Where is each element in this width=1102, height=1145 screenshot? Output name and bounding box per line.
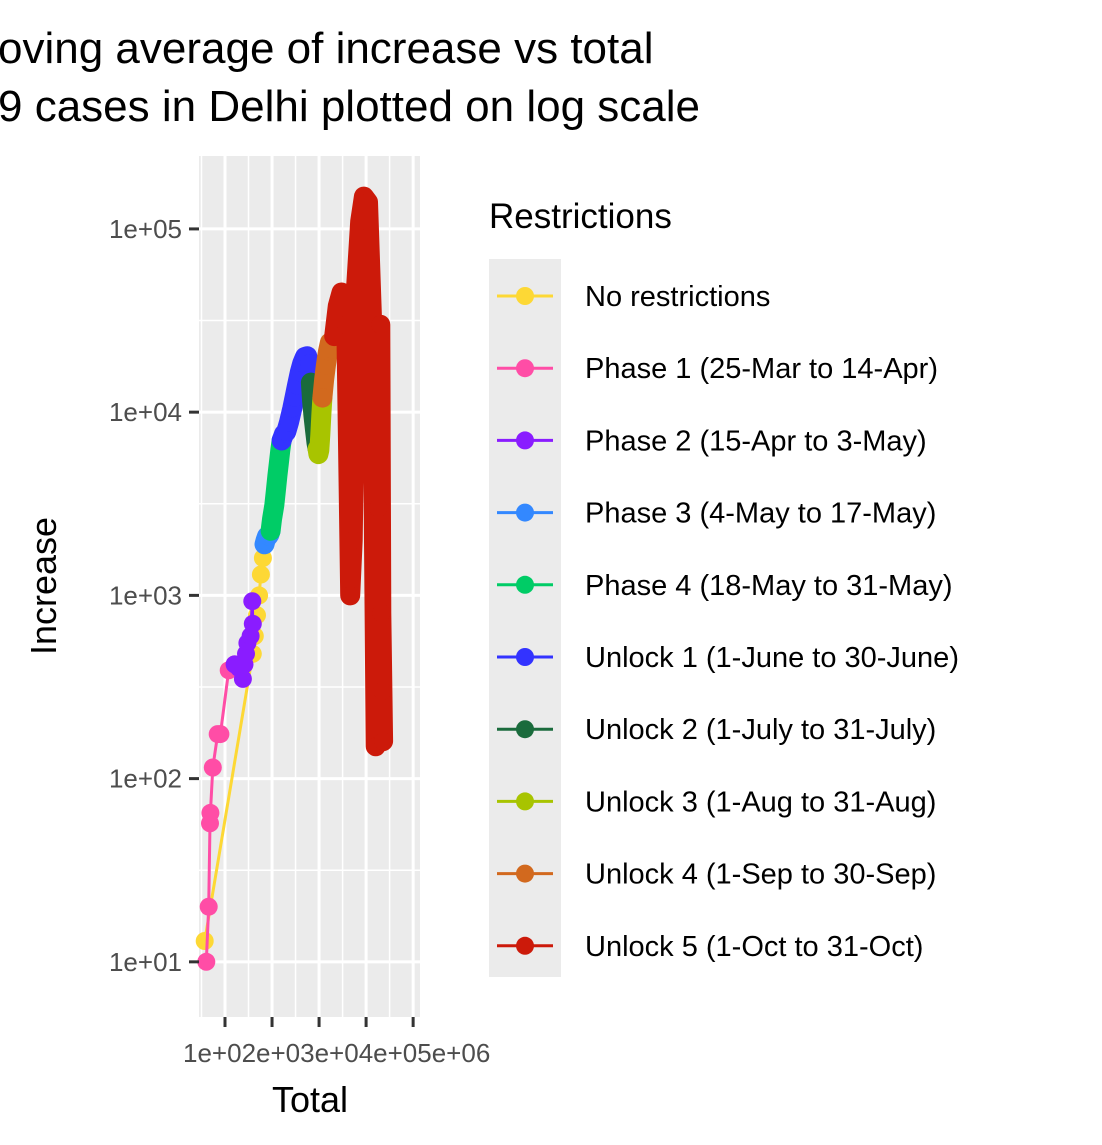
- data-point: [372, 604, 391, 623]
- data-point: [280, 413, 298, 432]
- data-point: [325, 327, 344, 346]
- series-9: [324, 186, 394, 757]
- x-axis-title: Total: [272, 1079, 348, 1120]
- data-point: [310, 441, 329, 460]
- legend-item: Phase 1 (25-Mar to 14-Apr): [497, 353, 938, 385]
- y-axis-title: Increase: [23, 517, 64, 655]
- data-point: [371, 315, 390, 334]
- data-point: [359, 193, 377, 212]
- data-point: [265, 496, 284, 515]
- data-point: [251, 565, 270, 584]
- data-point: [300, 354, 319, 373]
- legend-key-point: [516, 936, 534, 955]
- series-5: [271, 346, 321, 451]
- data-point: [351, 212, 370, 231]
- legend-label: Unlock 3 (1-Aug to 31-Aug): [585, 786, 936, 818]
- legend: No restrictions Phase 1 (25-Mar to 14-Apr…: [497, 281, 959, 963]
- legend-label: Unlock 5 (1-Oct to 31-Oct): [585, 931, 923, 963]
- data-point: [373, 682, 392, 701]
- data-point: [233, 669, 252, 688]
- series-0: [195, 535, 274, 950]
- legend-key-point: [516, 575, 534, 594]
- y-tick-label: 1e+01: [109, 947, 182, 977]
- series-2: [225, 592, 262, 688]
- data-point: [243, 614, 262, 633]
- legend-label: Phase 4 (18-May to 31-May): [585, 570, 952, 602]
- legend-item: Phase 2 (15-Apr to 3-May): [497, 425, 927, 457]
- legend-label: Unlock 2 (1-July to 31-July): [585, 714, 936, 746]
- legend-key-point: [516, 431, 534, 450]
- legend-item: Unlock 1 (1-June to 30-June): [497, 642, 959, 674]
- y-tick-label: 1e+05: [109, 214, 182, 244]
- y-tick-label: 1e+03: [109, 580, 182, 610]
- legend-key-point: [516, 359, 534, 378]
- data-point: [316, 356, 335, 375]
- data-point: [347, 275, 366, 294]
- data-point: [374, 732, 393, 751]
- legend-label: Unlock 1 (1-June to 30-June): [585, 642, 959, 674]
- legend-item: Phase 4 (18-May to 31-May): [497, 570, 952, 602]
- data-point: [211, 725, 230, 744]
- x-tick-labels: 1e+02e+03e+04e+05e+06: [183, 1038, 490, 1068]
- data-point: [311, 426, 330, 444]
- data-point: [263, 510, 281, 529]
- legend-key-point: [516, 864, 534, 883]
- data-point: [243, 592, 262, 611]
- legend-label: Phase 1 (25-Mar to 14-Apr): [585, 353, 938, 385]
- legend-key-point: [516, 648, 534, 666]
- legend-label: Phase 3 (4-May to 17-May): [585, 498, 936, 530]
- legend-title: Restrictions: [489, 197, 672, 236]
- legend-key-point: [516, 792, 534, 811]
- data-point: [203, 758, 222, 777]
- legend-item: Unlock 3 (1-Aug to 31-Aug): [497, 786, 936, 818]
- data-point: [341, 586, 360, 605]
- legend-item: Unlock 4 (1-Sep to 30-Sep): [497, 859, 936, 891]
- data-point: [195, 932, 214, 950]
- data-point: [337, 315, 356, 334]
- legend-key-point: [516, 503, 534, 522]
- legend-item: Unlock 5 (1-Oct to 31-Oct): [497, 931, 923, 963]
- data-point: [197, 952, 216, 971]
- legend-item: Phase 3 (4-May to 17-May): [497, 498, 936, 530]
- y-tick-label: 1e+04: [109, 397, 182, 427]
- data-point: [199, 897, 218, 916]
- chart-title-line-2: 9 cases in Delhi plotted on log scale: [0, 82, 700, 131]
- data-point: [343, 531, 362, 550]
- axes: 1e+01 1e+02 1e+03 1e+04 1e+05: [109, 214, 415, 1027]
- data-point: [332, 283, 351, 302]
- legend-item: Unlock 2 (1-July to 31-July): [497, 714, 936, 746]
- legend-key-background: [489, 259, 561, 977]
- data-point: [313, 388, 332, 407]
- data-point: [369, 499, 388, 517]
- data-series: [195, 186, 394, 971]
- y-tick-label: 1e+02: [109, 764, 182, 794]
- data-point: [201, 803, 220, 822]
- legend-label: Phase 2 (15-Apr to 3-May): [585, 425, 927, 457]
- data-point: [268, 466, 287, 485]
- legend-label: No restrictions: [585, 281, 770, 313]
- chart-title-line-1: oving average of increase vs total: [0, 24, 654, 73]
- data-point: [266, 482, 285, 501]
- data-point: [315, 370, 334, 389]
- data-point: [312, 404, 331, 423]
- legend-item: No restrictions: [497, 281, 770, 313]
- legend-key-point: [516, 287, 534, 305]
- legend-label: Unlock 4 (1-Sep to 30-Sep): [585, 859, 936, 891]
- legend-key-point: [516, 720, 534, 739]
